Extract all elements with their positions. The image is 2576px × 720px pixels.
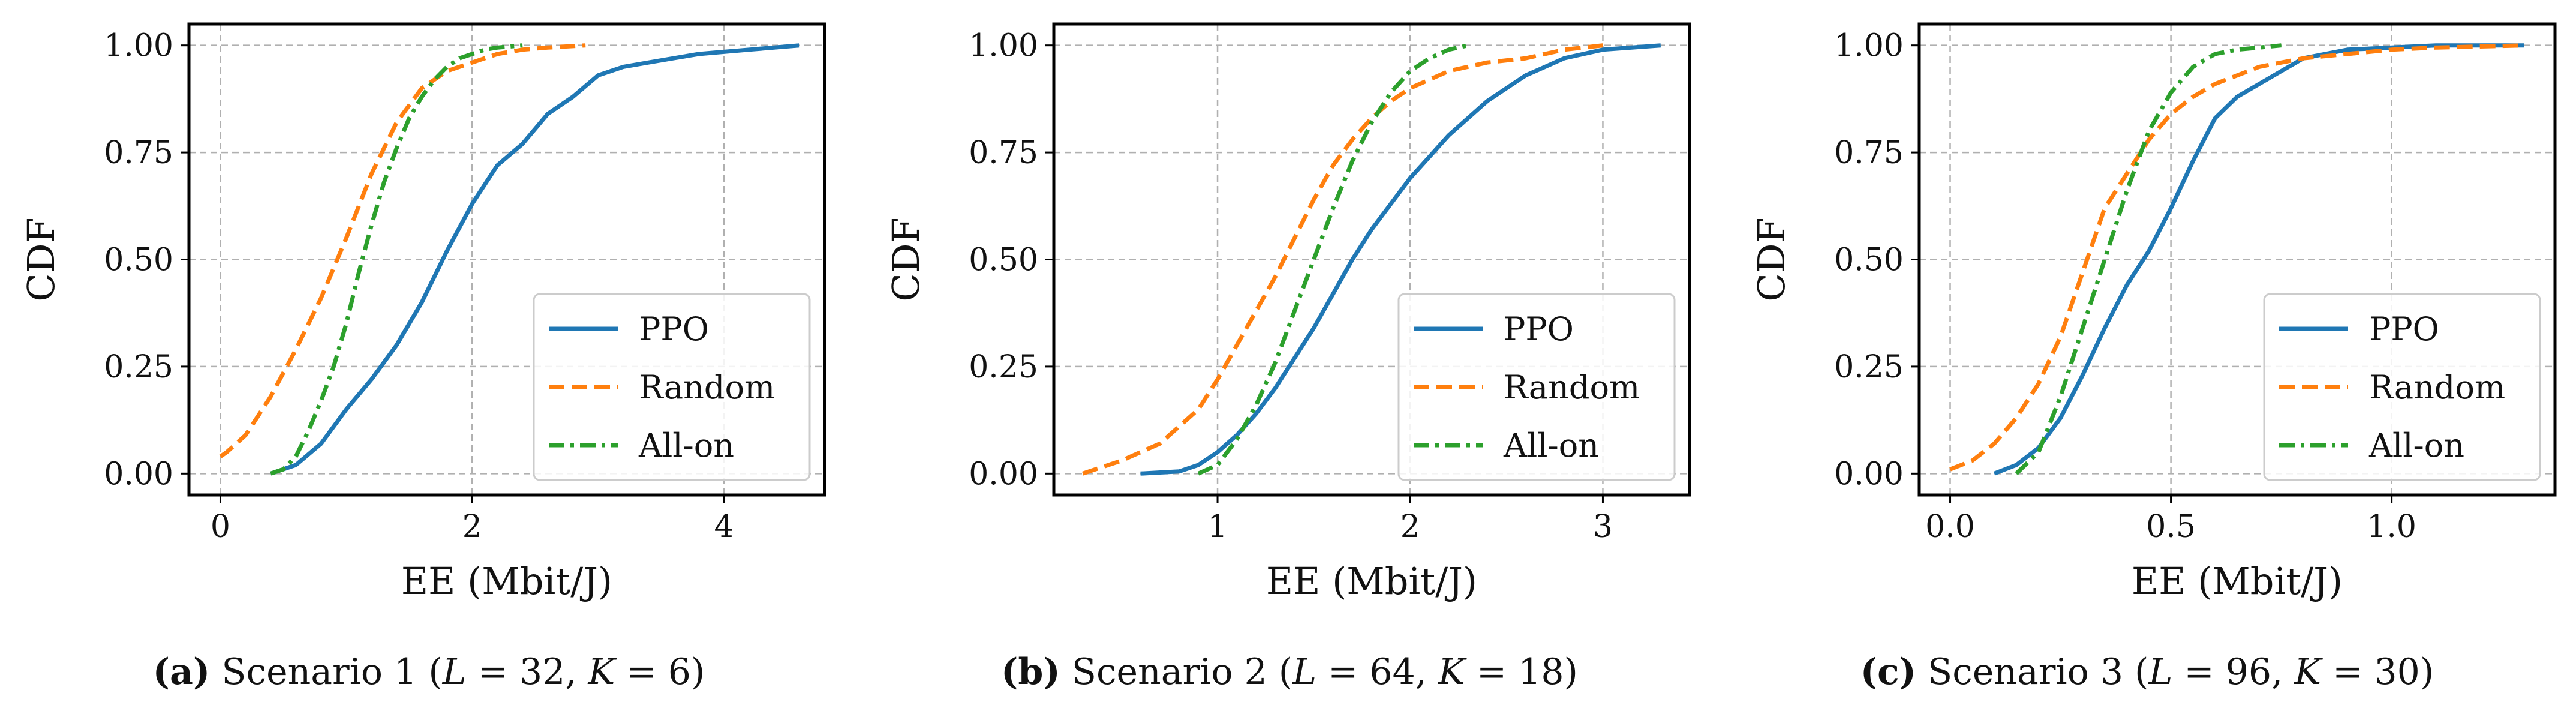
y-axis-label: CDF (1750, 217, 1793, 301)
series-line-random (1082, 43, 1603, 476)
y-tick-label: 0.75 (1834, 135, 1904, 171)
y-tick-label: 0.25 (104, 349, 173, 385)
y-tick-label: 0.50 (1834, 242, 1904, 278)
chart-panel-a: 0 2 4 0.00 0.25 0.50 0.75 1.00 EE (Mbit/J) CDF PPO… (19, 22, 826, 603)
legend-label-random: Random (1504, 368, 1640, 406)
y-axis-label: CDF (19, 217, 63, 301)
legend-label-ppo: PPO (2369, 310, 2439, 348)
series-line-all-on (270, 43, 523, 476)
x-tick-label: 1.0 (2367, 509, 2416, 545)
x-tick-label: 2 (462, 509, 482, 545)
caption-c-eq-k: = 30) (2321, 651, 2434, 693)
caption-a-eq-k: = 6) (615, 651, 705, 693)
x-tick-label: 1 (1207, 509, 1227, 545)
legend-box (1397, 293, 1676, 481)
caption-a-text: Scenario 1 ( (210, 651, 443, 693)
series-line-ppo (1993, 43, 2524, 476)
caption-c-var-l: L (2148, 651, 2173, 693)
x-axis-label: EE (Mbit/J) (1266, 559, 1477, 603)
chart-panel-b: 1 2 3 0.00 0.25 0.50 0.75 1.00 EE (Mbit/J) CDF PPO… (884, 22, 1691, 603)
legend-label-ppo: PPO (639, 310, 709, 348)
caption-b-eq-l: = 64, (1316, 651, 1438, 693)
x-tick-label: 3 (1593, 509, 1613, 545)
caption-a-eq-l: = 32, (466, 651, 588, 693)
series-line-random (219, 43, 586, 458)
caption-a-var-l: L (442, 651, 467, 693)
legend-label-all-on: All-on (2368, 427, 2464, 464)
caption-b-text: Scenario 2 ( (1060, 651, 1293, 693)
x-tick-label: 0.0 (1925, 509, 1975, 545)
caption-b-eq-k: = 18) (1465, 651, 1578, 693)
caption-a-var-k: K (588, 651, 615, 693)
legend-label-all-on: All-on (1503, 427, 1599, 464)
legend-label-all-on: All-on (638, 427, 734, 464)
y-tick-label: 1.00 (1834, 28, 1904, 64)
caption-c-var-k: K (2294, 651, 2322, 693)
legend-box (533, 293, 811, 481)
chart-panel-c: 0.0 0.5 1.0 0.00 0.25 0.50 0.75 1.00 EE (Mbit/J)… (1750, 22, 2557, 603)
series-line-random (1949, 43, 2524, 472)
y-tick-label: 1.00 (969, 28, 1038, 64)
caption-c-eq-l: = 96, (2172, 651, 2295, 693)
series-line-all-on (1197, 43, 1469, 476)
y-tick-label: 0.00 (104, 456, 173, 492)
y-tick-label: 0.75 (104, 135, 173, 171)
x-tick-label: 2 (1400, 509, 1420, 545)
caption-a-label: (a) (152, 651, 211, 693)
y-tick-label: 0.50 (104, 242, 173, 278)
y-tick-label: 0.00 (969, 456, 1038, 492)
y-tick-label: 0.25 (1834, 349, 1904, 385)
legend-box (2263, 293, 2541, 481)
y-tick-label: 0.50 (969, 242, 1038, 278)
legend: PPO Random All-on (2263, 293, 2541, 481)
x-axis-label: EE (Mbit/J) (2132, 559, 2343, 603)
caption-c-text: Scenario 3 ( (1916, 651, 2149, 693)
caption-c: (c) Scenario 3 (L = 96, K = 30) (1718, 651, 2576, 693)
legend-label-random: Random (2369, 368, 2505, 406)
legend: PPO Random All-on (533, 293, 811, 481)
y-tick-label: 0.25 (969, 349, 1038, 385)
plot-frame (1917, 22, 2557, 497)
legend-label-ppo: PPO (1504, 310, 1574, 348)
caption-b-var-l: L (1292, 651, 1317, 693)
x-axis-label: EE (Mbit/J) (401, 559, 612, 603)
caption-c-label: (c) (1860, 651, 1917, 693)
caption-b-label: (b) (1001, 651, 1060, 693)
x-tick-label: 0 (211, 509, 230, 545)
series-line-ppo (1140, 43, 1661, 476)
plot-frame (187, 22, 826, 497)
y-tick-label: 1.00 (104, 28, 173, 64)
plot-frame (1052, 22, 1691, 497)
y-tick-label: 0.00 (1834, 456, 1904, 492)
x-tick-label: 0.5 (2146, 509, 2196, 545)
legend: PPO Random All-on (1397, 293, 1676, 481)
y-axis-label: CDF (884, 217, 928, 301)
caption-a: (a) Scenario 1 (L = 32, K = 6) (0, 651, 858, 693)
legend-label-random: Random (639, 368, 775, 406)
caption-b-var-k: K (1438, 651, 1465, 693)
x-tick-label: 4 (714, 509, 734, 545)
y-tick-label: 0.75 (969, 135, 1038, 171)
caption-b: (b) Scenario 2 (L = 64, K = 18) (861, 651, 1718, 693)
series-line-ppo (270, 43, 800, 476)
